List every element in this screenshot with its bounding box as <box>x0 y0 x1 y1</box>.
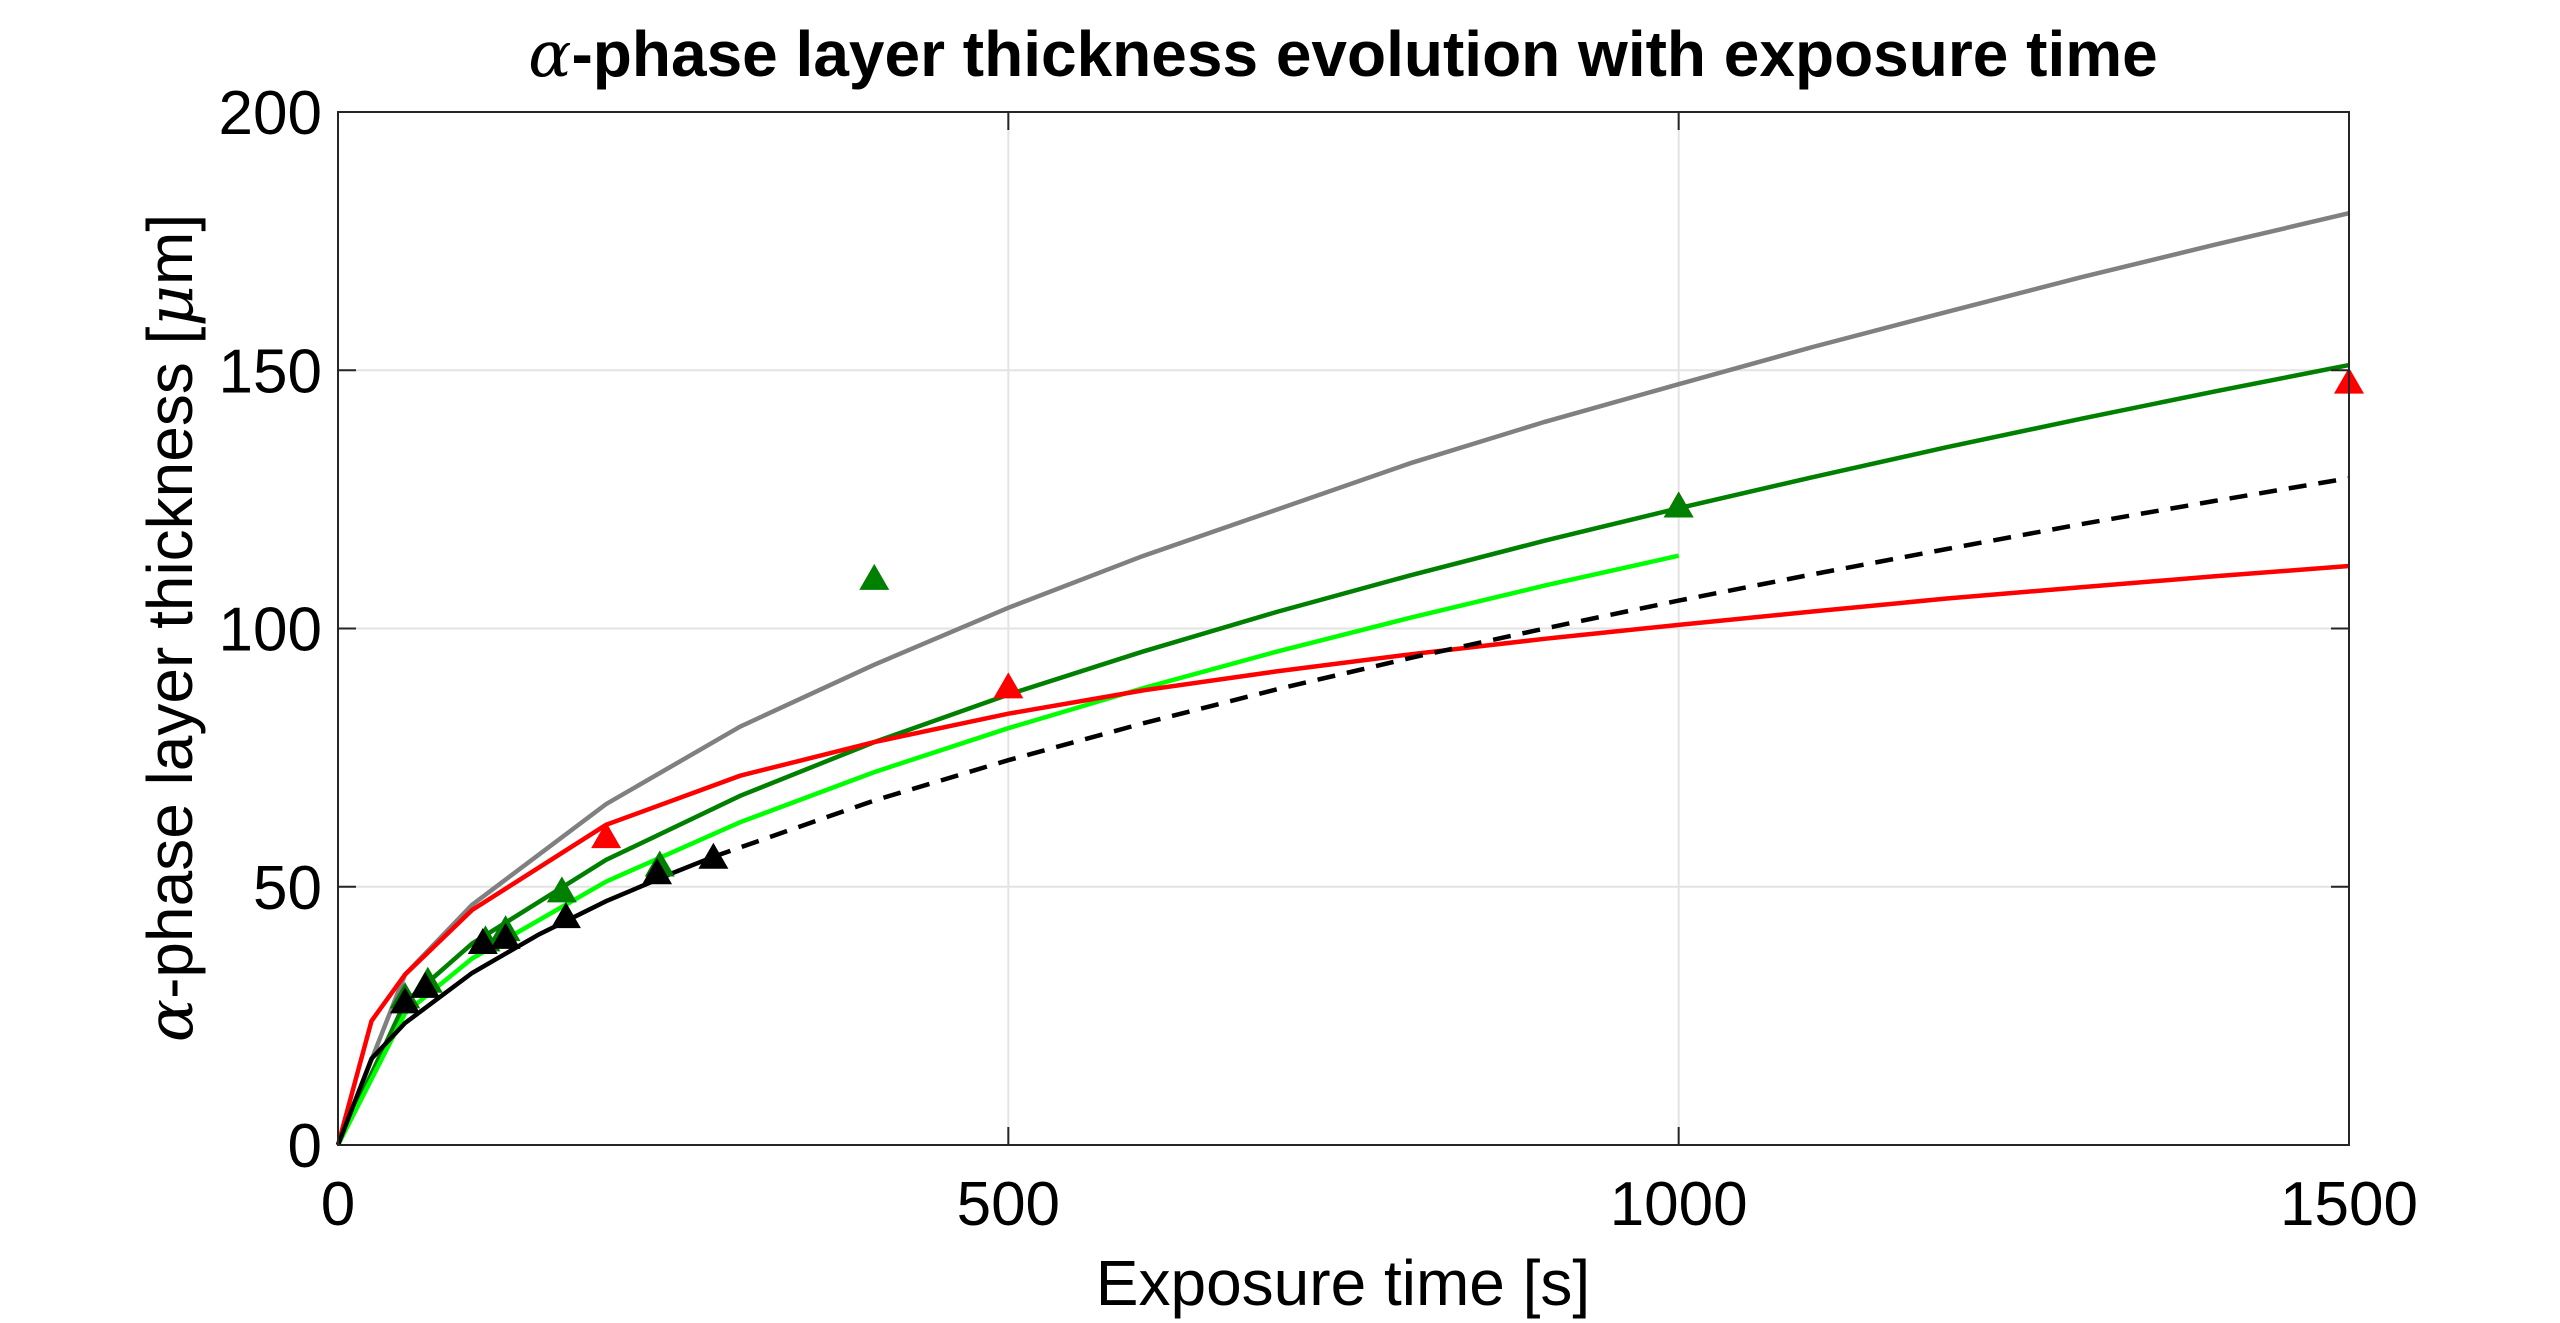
y-tick-labels: 0 50 100 150 200 <box>219 79 322 1181</box>
y-axis-label: α-phase layer thickness [μm] <box>134 214 208 1042</box>
y-axis-label-mu: μ <box>134 285 208 327</box>
y-axis-label-text: -phase layer thickness [ <box>134 326 206 999</box>
x-axis-label: Exposure time [s] <box>1096 1247 1590 1319</box>
chart-title: α-phase layer thickness evolution with e… <box>528 18 2157 92</box>
y-tick-label: 150 <box>219 337 322 406</box>
triangle-marker <box>546 876 577 903</box>
triangle-marker <box>698 842 729 869</box>
series-line-1 <box>335 211 2350 1146</box>
chart-title-text: -phase layer thickness evolution with ex… <box>571 18 2157 90</box>
chart-title-alpha: α <box>528 18 571 92</box>
triangle-marker <box>859 563 890 590</box>
x-tick-label: 0 <box>321 1170 355 1239</box>
triangle-marker <box>467 927 498 954</box>
triangle-marker <box>550 902 581 929</box>
series-line-3 <box>335 553 1680 1147</box>
triangle-marker <box>993 672 1024 699</box>
x-tick-label: 1000 <box>1610 1170 1748 1239</box>
triangle-marker <box>1663 491 1694 518</box>
series-line-4 <box>335 563 2350 1146</box>
x-tick-label: 1500 <box>2280 1170 2418 1239</box>
y-tick-label: 0 <box>288 1112 322 1181</box>
triangle-marker <box>410 971 441 998</box>
triangle-marker <box>490 922 521 949</box>
triangle-marker <box>591 822 622 849</box>
series-curves <box>335 211 2350 1147</box>
y-tick-label: 50 <box>253 854 322 923</box>
series-line-2 <box>335 362 2350 1146</box>
triangle-marker <box>642 858 673 885</box>
series-line-6 <box>712 475 2350 859</box>
triangle-marker <box>390 987 421 1014</box>
grid <box>337 111 2350 1146</box>
y-tick-label: 100 <box>219 596 322 665</box>
y-axis-label-alpha: α <box>134 999 208 1042</box>
x-tick-labels: 0 500 1000 1500 <box>321 1170 2418 1239</box>
axis-ticks <box>337 111 2350 1146</box>
y-axis-label-unit: m] <box>134 214 206 285</box>
x-tick-label: 500 <box>957 1170 1060 1239</box>
y-tick-label: 200 <box>219 79 322 148</box>
data-markers <box>390 367 2364 1014</box>
